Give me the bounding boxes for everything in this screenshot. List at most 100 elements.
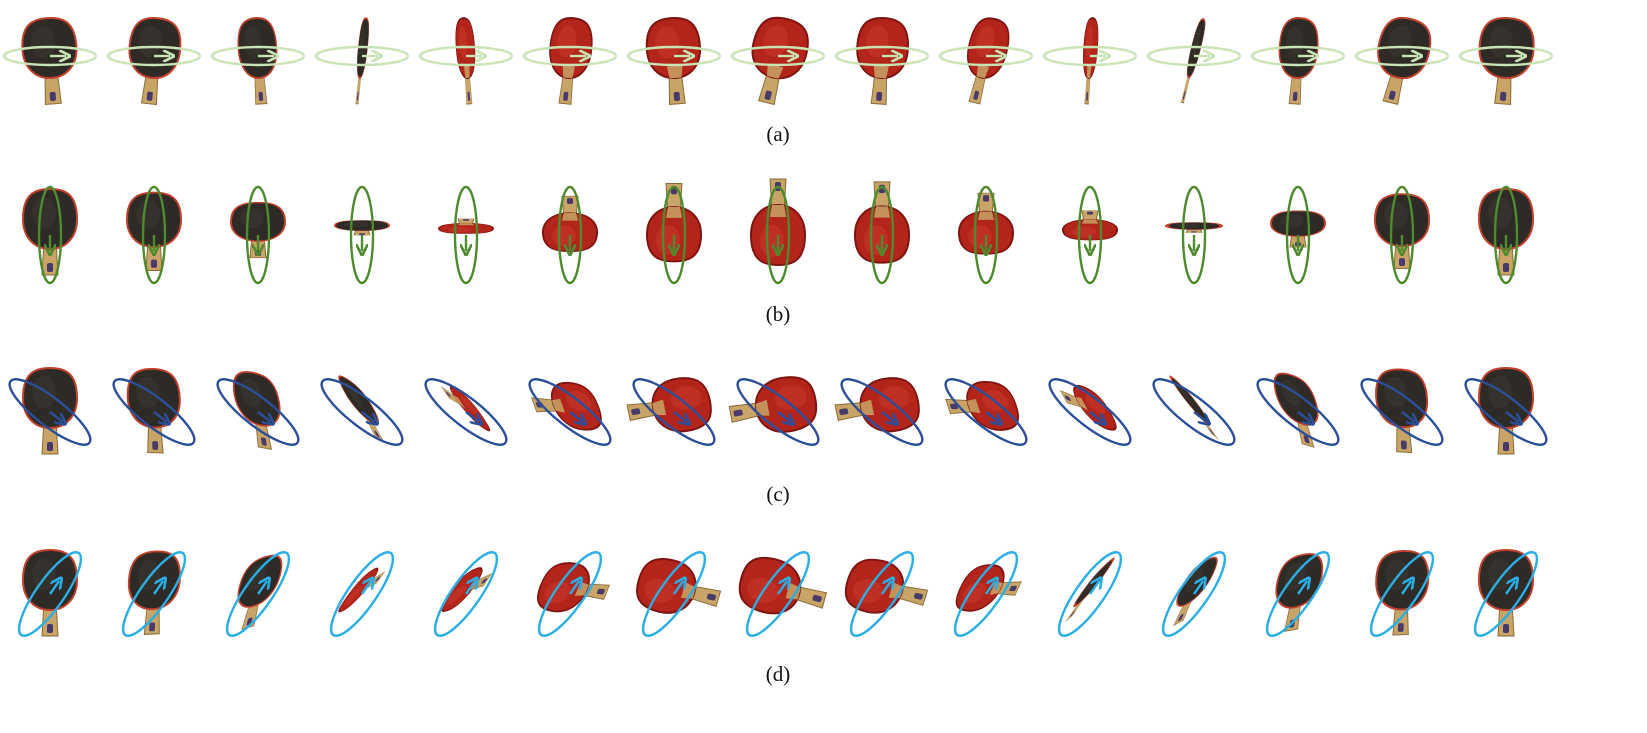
row-c-view-3	[216, 371, 300, 450]
paddle	[1180, 18, 1206, 104]
paddle	[626, 377, 712, 433]
paddle	[1278, 17, 1319, 105]
row-b-view-1	[21, 185, 79, 285]
paddle	[1164, 222, 1224, 233]
paddle	[1373, 193, 1431, 270]
rotation-ring	[112, 378, 196, 446]
rotation-ring	[1369, 551, 1435, 637]
rotation-ring	[1181, 185, 1207, 285]
rotation-ring	[17, 551, 83, 637]
rotation-ring	[8, 378, 92, 446]
rotation-ring	[424, 378, 508, 446]
row-b-view-6	[541, 185, 599, 285]
paddle	[21, 548, 79, 637]
paddle	[455, 17, 476, 105]
rotation-ring	[557, 185, 583, 285]
paddle	[1375, 368, 1429, 454]
rotation-arrow-icon	[1297, 411, 1311, 422]
row-c-view-8	[728, 376, 820, 446]
rotation-ring	[216, 378, 300, 446]
row-a-view-5	[418, 17, 514, 105]
rotation-ring	[840, 378, 924, 446]
paddle	[355, 17, 370, 105]
row-d-view-12	[1161, 551, 1227, 637]
rotation-arrow-icon	[1089, 411, 1103, 422]
rotation-ring	[736, 378, 820, 446]
rotation-arrow-icon	[985, 581, 995, 595]
row-c-view-1	[8, 366, 92, 455]
rotation-ring	[106, 45, 202, 67]
paddle	[1082, 17, 1099, 105]
rotation-arrow-icon	[49, 581, 59, 595]
paddle	[945, 380, 1019, 431]
rotation-ring	[1389, 185, 1415, 285]
rotation-arrow-icon	[569, 581, 579, 595]
rotation-ring	[1161, 551, 1227, 637]
row-c	[8, 366, 1548, 455]
row-b-view-5	[437, 185, 495, 285]
rotation-ring	[1464, 378, 1548, 446]
row-a-view-3	[210, 17, 306, 105]
row-a-view-6	[522, 17, 618, 105]
row-c-view-6	[528, 378, 612, 446]
row-d-view-7	[636, 551, 722, 637]
rotation-arrow-icon	[985, 411, 999, 422]
row-b-view-2	[125, 185, 183, 285]
paddle	[531, 381, 602, 431]
row-c-view-10	[944, 378, 1028, 446]
row-d-view-9	[844, 551, 929, 637]
rotation-ring	[245, 185, 271, 285]
row-c-view-9	[834, 377, 924, 446]
rotation-arrow-icon	[257, 581, 267, 595]
rotation-arrow-icon	[1505, 581, 1515, 595]
rotation-ring	[1360, 378, 1444, 446]
rotation-ring	[1152, 378, 1236, 446]
row-d-view-5	[433, 551, 499, 637]
row-a	[2, 16, 1554, 106]
rotation-arrow-icon	[881, 411, 895, 422]
row-b-view-10	[957, 185, 1015, 285]
rotation-ring	[1250, 45, 1346, 67]
rotation-arrow-icon	[465, 581, 475, 595]
paddle	[1477, 187, 1535, 276]
rotation-ring	[121, 551, 187, 637]
paddle	[1377, 16, 1432, 105]
row-b-view-3	[229, 185, 287, 285]
rotation-arrow-icon	[465, 411, 479, 422]
row-a-view-4	[314, 17, 410, 105]
row-d-view-8	[738, 551, 828, 637]
row-a-view-1	[2, 16, 98, 105]
paddle	[232, 371, 281, 450]
row-d	[17, 548, 1539, 637]
row-a-view-7	[626, 16, 722, 105]
row-c-view-7	[626, 377, 716, 446]
row-d-view-11	[1057, 551, 1123, 637]
row-d-view-3	[225, 551, 291, 637]
rotation-arrow-icon	[1193, 581, 1203, 595]
rotation-ring	[37, 185, 63, 285]
rotation-ring	[953, 551, 1019, 637]
rotation-ring	[2, 45, 98, 67]
rotation-ring	[141, 185, 167, 285]
row-a-view-10	[938, 17, 1034, 105]
rows-layer	[2, 16, 1554, 637]
row-b-view-9	[853, 181, 911, 285]
row-a-view-15	[1458, 16, 1554, 105]
rotation-ring	[626, 45, 722, 67]
row-b-view-15	[1477, 185, 1535, 285]
rotation-ring	[453, 185, 479, 285]
rotation-arrow-icon	[673, 411, 687, 422]
row-b-view-13	[1269, 185, 1327, 285]
row-d-view-10	[953, 551, 1022, 637]
rotation-ring	[849, 551, 915, 637]
paddle	[237, 17, 278, 105]
row-a-view-2	[106, 16, 202, 106]
paddle	[541, 195, 599, 253]
rotation-ring	[745, 551, 811, 637]
paddle	[1477, 548, 1535, 637]
paddle	[21, 366, 79, 455]
rotation-arrow-icon	[361, 411, 375, 422]
rotation-ring	[834, 45, 930, 67]
paddle	[549, 17, 593, 105]
